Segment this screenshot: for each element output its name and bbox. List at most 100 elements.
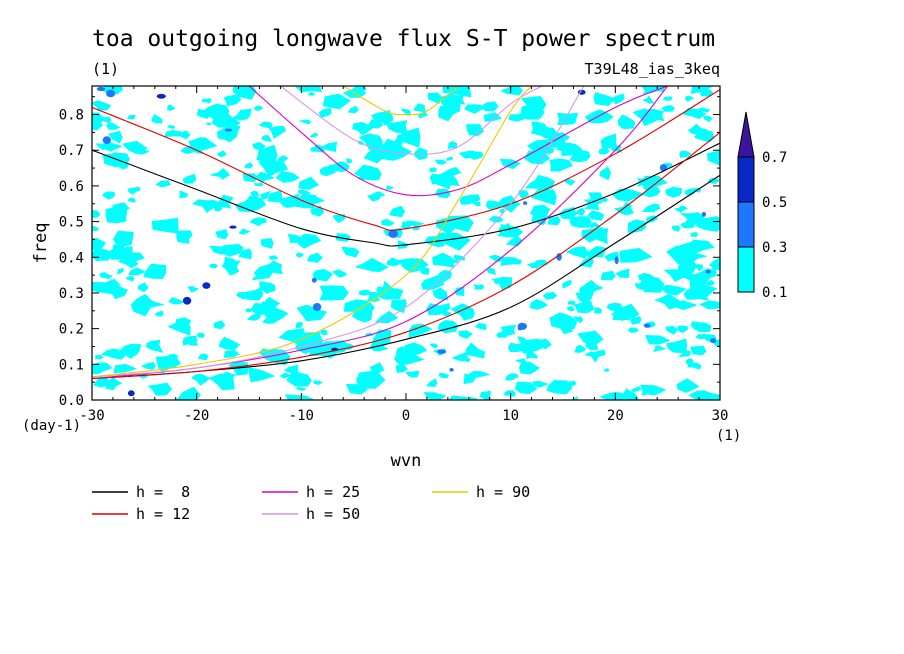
contour-patch	[687, 362, 702, 370]
contour-patch	[569, 216, 592, 228]
contour-patch	[448, 395, 471, 400]
y-tick-label: 0.8	[59, 108, 84, 124]
colorbar-label: 0.3	[762, 240, 787, 256]
axes: -30 -20 -10 0 10 20 30 0.0 0.1 0.2 0.3 0.4 0.5 0.6 0.7…	[59, 86, 729, 424]
contour-patch	[676, 378, 700, 393]
contour-patch	[617, 114, 636, 130]
contour-patch	[540, 146, 555, 154]
contour-patch	[699, 300, 720, 310]
contour-patch	[295, 252, 304, 258]
contour-patch	[533, 174, 556, 189]
contour-patch	[479, 390, 491, 400]
contour-patch	[572, 316, 584, 324]
contour-patch	[358, 289, 371, 296]
contour-patch	[671, 225, 681, 232]
contour-patch	[102, 116, 112, 124]
x-tick-label: 30	[712, 408, 729, 424]
contour-patch	[112, 230, 134, 248]
contour-patch	[683, 289, 701, 300]
contour-peak	[556, 253, 562, 261]
contour-patch	[520, 104, 543, 117]
contour-patch	[467, 371, 491, 379]
contour-patch	[549, 158, 573, 172]
contour-patch	[346, 158, 353, 164]
contour-patch	[500, 325, 517, 336]
contour-peak	[388, 229, 399, 238]
contour-peak	[437, 349, 447, 354]
contour-patch	[155, 180, 171, 188]
legend-label: h = 12	[136, 505, 190, 523]
contour-patch	[690, 86, 713, 94]
contour-patch	[526, 350, 538, 359]
x-tick-label: 20	[607, 408, 624, 424]
contour-patch	[391, 300, 407, 308]
contour-patch	[397, 258, 429, 273]
contour-patch	[654, 293, 680, 310]
contour-patch	[677, 350, 691, 357]
contour-patch	[685, 95, 695, 102]
contour-patch	[447, 141, 458, 149]
contour-patch	[112, 202, 130, 213]
contour-patch	[196, 108, 212, 119]
contour-peak	[643, 323, 651, 328]
contour-patch	[428, 307, 444, 316]
x-tick-label: 0	[402, 408, 410, 424]
x-tick-label: -10	[289, 408, 314, 424]
contour-patch	[583, 246, 607, 258]
contour-patch	[248, 367, 276, 383]
contour-patch	[549, 312, 578, 330]
contour-patch	[565, 246, 588, 259]
contour-patch	[574, 344, 587, 353]
contour-patch	[401, 127, 421, 148]
contour-patch	[143, 263, 167, 279]
contour-patch	[217, 150, 227, 157]
contour-patch	[236, 291, 250, 300]
contour-patch	[102, 191, 116, 200]
contour-patch	[125, 275, 135, 282]
colorbar-label: 0.1	[762, 285, 787, 301]
x-axis-label: wvn	[391, 451, 422, 471]
y-axis-unit: (day-1)	[22, 418, 81, 434]
contour-patch	[453, 254, 466, 261]
contour-patch	[584, 203, 599, 211]
contour-patch	[252, 141, 266, 152]
contour-patch	[686, 358, 694, 365]
contour-patch	[187, 285, 200, 293]
contour-patch	[496, 331, 506, 338]
contour-patch	[232, 86, 257, 100]
contour-patch	[517, 336, 526, 343]
contour-patch	[423, 392, 447, 400]
contour-patch	[147, 382, 173, 396]
contour-patch	[215, 229, 229, 240]
contour-patch	[127, 114, 136, 120]
contour-patch	[95, 355, 104, 360]
contour-patch	[579, 280, 604, 296]
contour-patch	[106, 122, 121, 130]
contour-patch	[577, 330, 604, 346]
x-tick-label: -20	[184, 408, 209, 424]
contour-peak	[614, 256, 619, 265]
contour-patch	[238, 248, 253, 260]
contour-patch	[690, 232, 699, 237]
contour-patch	[209, 168, 231, 180]
contour-patch	[166, 104, 176, 111]
contour-patch	[284, 394, 314, 400]
contour-patch	[515, 358, 526, 364]
contour-patch	[600, 133, 618, 149]
contour-patch	[427, 92, 442, 105]
contour-patch	[151, 114, 163, 124]
contour-peak	[106, 89, 116, 98]
contour-patch	[447, 94, 466, 105]
contour-patch	[321, 141, 338, 152]
contour-patch	[688, 390, 720, 400]
contour-patch	[469, 396, 479, 400]
contour-patch	[619, 247, 653, 263]
contour-patch	[486, 267, 497, 275]
contour-patch	[211, 112, 241, 128]
contour-patch	[507, 342, 528, 352]
contour-patch	[118, 246, 133, 254]
contour-patch	[691, 216, 720, 232]
contour-patch	[599, 166, 612, 181]
contour-patch	[335, 233, 351, 242]
